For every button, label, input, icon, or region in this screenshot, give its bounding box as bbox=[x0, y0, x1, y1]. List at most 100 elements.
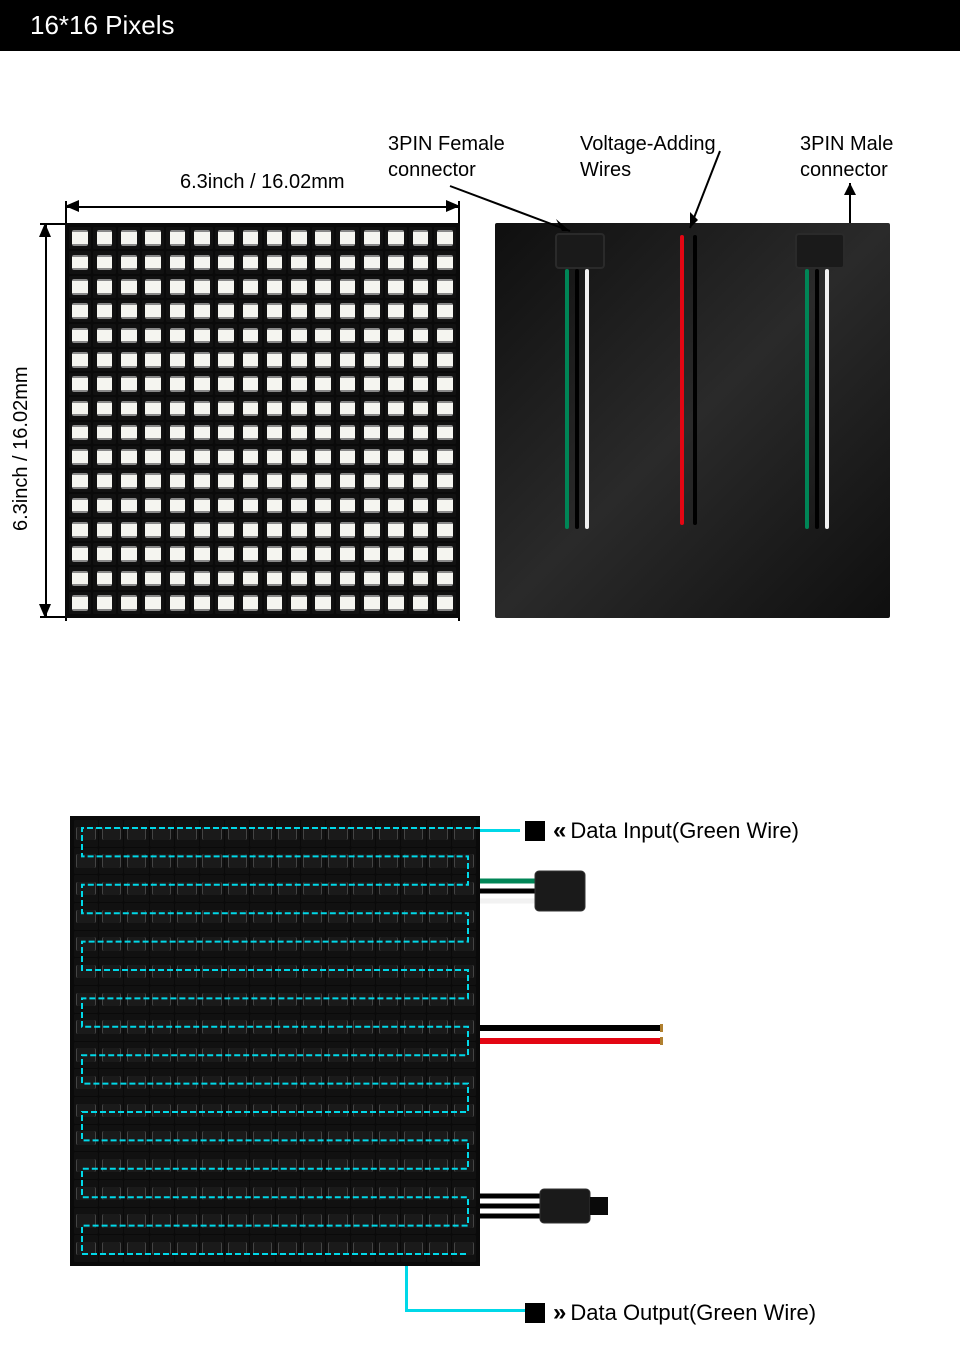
led-cell bbox=[312, 519, 334, 541]
led-cell bbox=[288, 300, 310, 322]
led-cell bbox=[215, 227, 237, 249]
led-cell bbox=[200, 1097, 224, 1124]
callout-arrow-icon bbox=[680, 146, 730, 236]
led-cell bbox=[376, 1014, 400, 1041]
led-cell bbox=[264, 300, 286, 322]
led-cell bbox=[225, 1235, 249, 1262]
led-cell bbox=[276, 820, 300, 847]
led-cell bbox=[312, 470, 334, 492]
led-cell bbox=[74, 986, 98, 1013]
led-cell bbox=[250, 875, 274, 902]
led-cell bbox=[336, 300, 358, 322]
led-cell bbox=[276, 986, 300, 1013]
led-cell bbox=[312, 349, 334, 371]
led-cell bbox=[452, 1235, 476, 1262]
led-cell bbox=[150, 820, 174, 847]
led-cell bbox=[142, 543, 164, 565]
led-cell bbox=[452, 1042, 476, 1069]
led-cell bbox=[175, 1014, 199, 1041]
led-cell bbox=[124, 1014, 148, 1041]
led-cell bbox=[150, 1069, 174, 1096]
led-cell bbox=[409, 276, 431, 298]
led-cell bbox=[264, 446, 286, 468]
led-cell bbox=[434, 519, 456, 541]
led-cell bbox=[401, 1042, 425, 1069]
led-cell bbox=[452, 848, 476, 875]
led-cell bbox=[427, 1152, 451, 1179]
led-cell bbox=[409, 470, 431, 492]
led-cell bbox=[361, 494, 383, 516]
wire-white bbox=[825, 269, 829, 529]
led-cell bbox=[74, 1152, 98, 1179]
led-cell bbox=[409, 349, 431, 371]
led-cell bbox=[175, 1097, 199, 1124]
led-cell bbox=[401, 1235, 425, 1262]
led-cell bbox=[326, 931, 350, 958]
callout-arrow-icon bbox=[840, 181, 870, 231]
led-cell bbox=[166, 592, 188, 614]
led-cell bbox=[361, 397, 383, 419]
led-cell bbox=[301, 931, 325, 958]
led-cell bbox=[200, 1042, 224, 1069]
led-cell bbox=[74, 903, 98, 930]
led-cell bbox=[452, 1152, 476, 1179]
led-cell bbox=[99, 1097, 123, 1124]
led-cell bbox=[69, 422, 91, 444]
led-cell bbox=[351, 1180, 375, 1207]
led-cell bbox=[312, 397, 334, 419]
led-cell bbox=[239, 422, 261, 444]
led-cell bbox=[351, 1069, 375, 1096]
led-cell bbox=[351, 1097, 375, 1124]
led-cell bbox=[124, 1152, 148, 1179]
led-cell bbox=[288, 592, 310, 614]
led-cell bbox=[191, 446, 213, 468]
led-cell bbox=[301, 986, 325, 1013]
led-cell bbox=[239, 446, 261, 468]
led-cell bbox=[191, 567, 213, 589]
led-cell bbox=[312, 422, 334, 444]
led-cell bbox=[336, 349, 358, 371]
led-cell bbox=[118, 397, 140, 419]
led-cell bbox=[69, 567, 91, 589]
arrowhead-icon bbox=[39, 223, 51, 237]
led-cell bbox=[175, 1208, 199, 1235]
dim-height-line bbox=[45, 223, 47, 618]
led-cell bbox=[264, 251, 286, 273]
led-cell bbox=[427, 1042, 451, 1069]
led-cell bbox=[200, 1208, 224, 1235]
led-cell bbox=[200, 1014, 224, 1041]
led-cell bbox=[336, 397, 358, 419]
led-cell bbox=[225, 875, 249, 902]
led-cell bbox=[124, 848, 148, 875]
led-cell bbox=[150, 903, 174, 930]
led-cell bbox=[434, 251, 456, 273]
led-cell bbox=[239, 592, 261, 614]
led-cell bbox=[215, 592, 237, 614]
led-cell bbox=[385, 446, 407, 468]
led-cell bbox=[239, 227, 261, 249]
led-cell bbox=[200, 1235, 224, 1262]
led-cell bbox=[301, 958, 325, 985]
led-cell bbox=[175, 1069, 199, 1096]
led-cell bbox=[250, 986, 274, 1013]
chevron-left-icon: « bbox=[553, 817, 562, 845]
led-cell bbox=[434, 324, 456, 346]
led-cell bbox=[175, 848, 199, 875]
led-cell bbox=[288, 227, 310, 249]
led-cell bbox=[175, 986, 199, 1013]
led-cell bbox=[351, 903, 375, 930]
led-cell bbox=[69, 276, 91, 298]
arrowhead-icon bbox=[65, 200, 79, 212]
led-cell bbox=[336, 324, 358, 346]
led-cell bbox=[124, 903, 148, 930]
led-cell bbox=[166, 494, 188, 516]
led-cell bbox=[99, 875, 123, 902]
led-cell bbox=[336, 251, 358, 273]
led-cell bbox=[93, 349, 115, 371]
led-cell bbox=[376, 931, 400, 958]
led-cell bbox=[376, 1152, 400, 1179]
connector-male bbox=[795, 233, 845, 269]
led-cell bbox=[191, 373, 213, 395]
led-cell bbox=[74, 1069, 98, 1096]
led-cell bbox=[301, 875, 325, 902]
